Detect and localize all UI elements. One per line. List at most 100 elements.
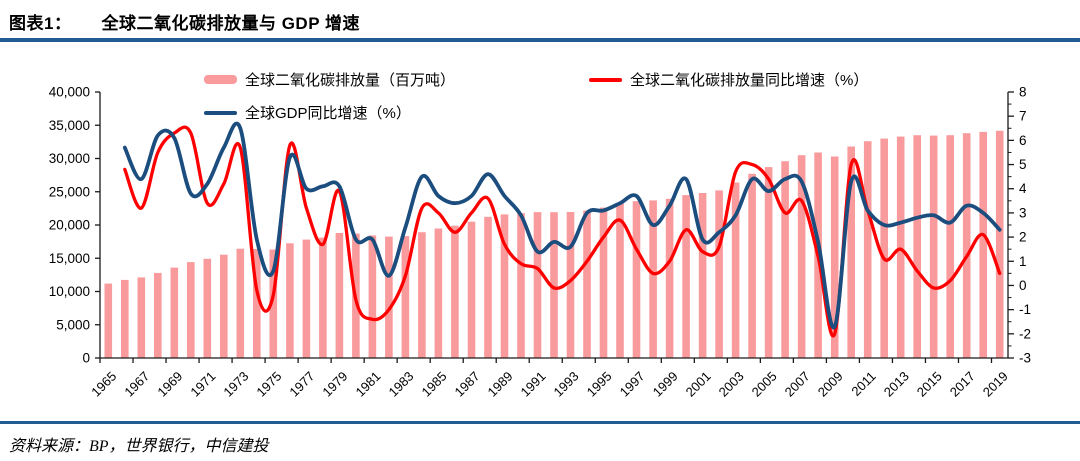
x-tick-2009: 2009: [815, 369, 846, 400]
bar-2007: [797, 155, 806, 358]
figure-number-label: 图表1：: [9, 14, 72, 33]
x-tick-1981: 1981: [352, 369, 383, 400]
figure-title: 全球二氧化碳排放量与 GDP 增速: [101, 14, 360, 33]
bar-2017: [962, 133, 971, 358]
bar-1991: [533, 212, 542, 358]
emissions-bar-swatch: [204, 75, 237, 84]
bar-1993: [566, 212, 575, 358]
bar-1968: [154, 272, 162, 358]
co2-growth-line-swatch: [589, 77, 622, 82]
bar-1984: [418, 232, 426, 358]
bar-2001: [698, 193, 707, 358]
x-tick-1983: 1983: [385, 369, 416, 400]
bar-2012: [880, 138, 888, 358]
x-tick-1975: 1975: [253, 369, 284, 400]
bar-1990: [517, 213, 525, 358]
left-tick-20,000: 20,000: [49, 218, 90, 233]
x-tick-2001: 2001: [683, 369, 714, 400]
bar-2004: [748, 173, 756, 358]
x-tick-1985: 1985: [419, 369, 450, 400]
bar-2013: [896, 136, 905, 358]
legend-item-co2-growth: 全球二氧化碳排放量同比增速（%）: [589, 69, 868, 90]
bar-1982: [385, 236, 393, 358]
bar-1987: [467, 221, 476, 358]
bar-1965: [104, 283, 113, 358]
x-tick-2007: 2007: [782, 369, 813, 400]
bar-2006: [781, 161, 789, 358]
bar-1969: [170, 267, 179, 358]
right-tick-1: 1: [1019, 254, 1027, 269]
co2-growth-line: [123, 125, 1002, 338]
legend-label-gdp-growth: 全球GDP同比增速（%）: [245, 105, 411, 122]
figure-header: 图表1： 全球二氧化碳排放量与 GDP 增速: [9, 9, 360, 34]
source-note: 资料来源：BP，世界银行，中信建投: [9, 438, 269, 455]
bar-2003: [731, 182, 740, 358]
bar-1983: [401, 236, 410, 358]
x-tick-2011: 2011: [848, 369, 878, 399]
bar-1981: [368, 235, 377, 358]
right-tick-2: 2: [1019, 230, 1027, 245]
bar-1988: [484, 216, 492, 358]
left-tick-35,000: 35,000: [49, 118, 90, 133]
bar-1977: [302, 239, 311, 358]
bar-1970: [187, 262, 195, 358]
right-tick-0: 0: [1019, 278, 1027, 293]
x-tick-2015: 2015: [914, 369, 945, 400]
gdp-growth-line: [122, 121, 1002, 330]
bar-1967: [137, 277, 146, 358]
bar-1999: [665, 198, 674, 358]
x-tick-2005: 2005: [749, 369, 780, 400]
x-tick-1977: 1977: [286, 369, 317, 400]
bar-2019: [995, 130, 1004, 358]
co2-gdp-combo-chart: 0 5,000 10,000 15,000 20,000 25,000 30,000 35,0…: [49, 85, 1031, 400]
right-tick-3: 3: [1019, 205, 1027, 220]
bar-1992: [550, 212, 558, 358]
x-tick-2003: 2003: [716, 369, 747, 400]
bar-2000: [682, 195, 690, 358]
bar-1989: [500, 214, 509, 358]
bar-1972: [220, 254, 228, 358]
bar-1971: [203, 258, 212, 358]
bar-1994: [583, 210, 591, 358]
gdp-growth-line-swatch: [204, 110, 237, 115]
bar-2009: [830, 156, 839, 358]
bar-1997: [632, 201, 641, 358]
header-rule: [0, 38, 1080, 42]
footer-rule: [0, 421, 1080, 424]
left-tick-15,000: 15,000: [49, 251, 90, 266]
legend-label-co2-growth: 全球二氧化碳排放量同比增速（%）: [630, 72, 869, 89]
x-tick-1971: 1971: [187, 369, 218, 400]
x-tick-1993: 1993: [551, 369, 582, 400]
bar-1986: [451, 225, 459, 358]
bar-2018: [979, 131, 987, 358]
bar-1966: [121, 279, 129, 358]
legend-item-emissions: 全球二氧化碳排放量（百万吨）: [204, 69, 455, 90]
bar-1995: [599, 207, 608, 358]
bar-1976: [286, 243, 294, 358]
left-tick-0: 0: [82, 351, 90, 366]
right-tick--2: -2: [1019, 326, 1031, 341]
bar-1979: [335, 233, 344, 358]
bar-1973: [236, 248, 245, 358]
legend-item-gdp-growth: 全球GDP同比增速（%）: [204, 102, 411, 123]
right-tick--1: -1: [1019, 302, 1031, 317]
x-tick-1965: 1965: [88, 369, 119, 400]
bar-1998: [649, 200, 657, 358]
right-tick-8: 8: [1019, 85, 1027, 100]
x-tick-1979: 1979: [319, 369, 350, 400]
bar-1975: [269, 249, 278, 358]
left-tick-5,000: 5,000: [56, 317, 90, 332]
bar-2011: [863, 141, 872, 358]
left-tick-10,000: 10,000: [49, 284, 90, 299]
right-tick-7: 7: [1019, 109, 1027, 124]
bar-2016: [946, 135, 954, 358]
x-tick-1969: 1969: [154, 369, 185, 400]
legend-label-emissions: 全球二氧化碳排放量（百万吨）: [245, 72, 456, 89]
left-tick-25,000: 25,000: [49, 184, 90, 199]
x-tick-2013: 2013: [881, 369, 912, 400]
bar-1974: [253, 249, 261, 358]
left-tick-30,000: 30,000: [49, 151, 90, 166]
right-tick-6: 6: [1019, 133, 1027, 148]
x-tick-2017: 2017: [947, 369, 978, 400]
